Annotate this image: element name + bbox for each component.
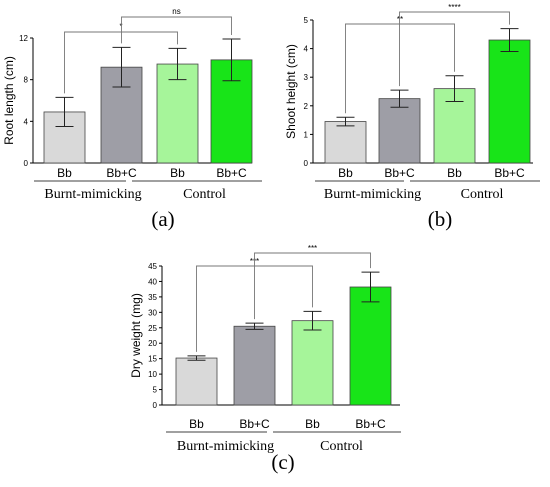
category-label: Bb+C [494,166,525,180]
chart-panel-1: 0 4 8 12 Root length (cm) Bb Bb+C Bb Bb+C Burnt-m… [2,7,262,231]
y-axis-label: Root length (cm) [2,56,16,145]
bar-2 [378,98,421,164]
category-label: Bb [170,166,185,180]
significance-bracket [345,23,455,114]
group-label: Control [320,439,363,454]
y-tick-label: 4 [304,45,309,54]
bar-2 [233,325,276,406]
category-label: Bb [338,166,353,180]
group-label: Control [183,187,226,202]
y-tick-label: 40 [148,277,157,286]
y-axis-label: Shoot height (cm) [284,44,298,139]
category-label: Bb [57,166,72,180]
bar-4 [488,39,531,164]
group-label: Burnt-mimicking [177,439,274,454]
significance-bracket [399,11,510,87]
category-label: Bb [447,166,462,180]
group-label: Burnt-mimicking [324,187,421,202]
y-tick-label: 45 [148,262,157,271]
bar-1 [175,357,218,406]
y-tick-label: 15 [148,355,157,364]
significance-bracket [121,16,232,44]
category-label: Bb+C [216,166,247,180]
bar-1 [324,121,367,164]
significance-bracket [254,252,371,320]
y-tick-label: 35 [148,293,157,302]
panel-label: (a) [151,207,174,231]
panel-label: (c) [271,450,294,474]
group-label: Control [461,187,504,202]
significance-label: ** [397,15,403,24]
category-label: Bb+C [239,417,270,431]
y-tick-label: 8 [24,76,29,85]
y-tick-label: 4 [24,117,29,126]
y-tick-label: 20 [148,339,157,348]
chart-panel-2: 0 1 2 3 4 5 Shoot height (cm) Bb Bb+C Bb Bb+C Burnt… [284,3,540,231]
category-label: Bb [189,417,204,431]
y-tick-label: 12 [19,34,28,43]
category-label: Bb+C [355,417,386,431]
y-axis-label: Dry weight (mg) [129,293,143,378]
bar-3 [291,320,334,406]
significance-label: *** [308,244,317,253]
y-tick-label: 30 [148,308,157,317]
category-label: Bb+C [106,166,137,180]
significance-label: ns [172,7,180,16]
significance-label: **** [448,3,460,12]
y-tick-label: 2 [304,102,309,111]
y-tick-label: 25 [148,324,157,333]
significance-bracket [64,31,178,94]
significance-label: * [119,22,122,31]
y-tick-label: 3 [304,73,309,82]
y-tick-label: 10 [148,370,157,379]
category-label: Bb [305,417,320,431]
y-tick-label: 0 [153,401,158,410]
y-tick-label: 5 [153,386,158,395]
panel-label: (b) [428,207,453,231]
y-tick-label: 0 [304,159,309,168]
y-tick-label: 1 [304,130,309,139]
y-tick-label: 0 [24,159,29,168]
bar-4 [349,286,392,406]
group-label: Burnt-mimicking [44,187,141,202]
y-tick-label: 5 [304,16,309,25]
chart-panel-3: 0 5 10 15 20 25 30 35 40 45 Dry weight (mg) Bb Bb+C B… [129,244,401,474]
category-label: Bb+C [384,166,415,180]
